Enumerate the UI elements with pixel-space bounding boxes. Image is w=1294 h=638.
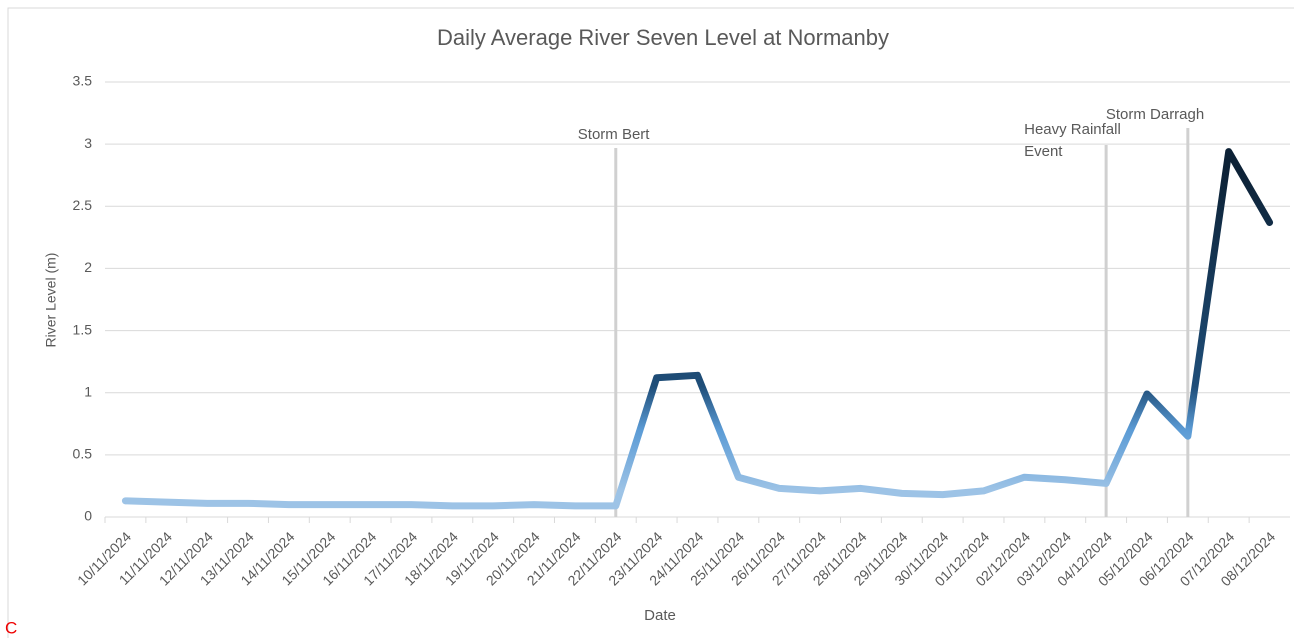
- chart-border: [7, 7, 1294, 638]
- x-axis-label: Date: [644, 607, 676, 624]
- annotation-label: Heavy Rainfall Event: [1024, 121, 1121, 160]
- y-tick-label: 0.5: [73, 446, 93, 462]
- y-tick-label: 1: [84, 383, 92, 399]
- y-axis-label: River Level (m): [43, 253, 59, 348]
- y-tick-label: 3: [84, 135, 92, 151]
- annotation-label: Storm Bert: [577, 126, 650, 143]
- y-tick-label: 1.5: [73, 321, 93, 337]
- footnote: C: [5, 618, 17, 637]
- y-tick-label: 0: [84, 508, 92, 524]
- y-tick-label: 2.5: [73, 197, 93, 213]
- annotation-label: Storm Darragh: [1105, 106, 1205, 123]
- y-tick-label: 3.5: [73, 73, 93, 89]
- y-tick-label: 2: [84, 259, 92, 275]
- series-line: [121, 148, 1274, 510]
- chart-title: Daily Average River Seven Level at Norma…: [437, 25, 889, 50]
